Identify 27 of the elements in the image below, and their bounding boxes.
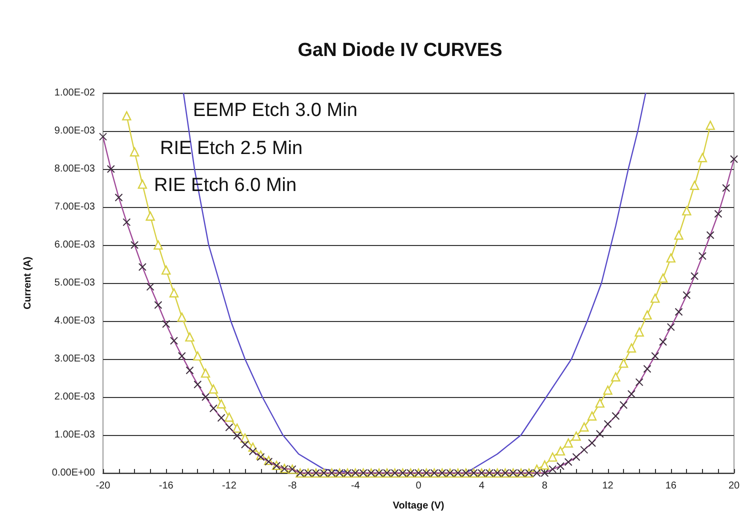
x-tick-label: -8 [288, 480, 298, 492]
x-tick-label: 8 [542, 480, 548, 492]
x-tick-label: 12 [602, 480, 614, 492]
y-tick-label: 5.00E-03 [54, 278, 96, 288]
x-axis-title: Voltage (V) [392, 500, 444, 512]
y-tick-label: 9.00E-03 [54, 126, 96, 136]
x-tick-label: 20 [728, 480, 740, 492]
x-tick-label: 4 [478, 480, 485, 492]
y-tick-label: 4.00E-03 [54, 316, 96, 326]
x-tick-label: -4 [350, 480, 360, 492]
y-tick-label: 3.00E-03 [54, 354, 96, 364]
x-tick-label: 16 [665, 480, 677, 492]
x-tick-label: 0 [416, 480, 422, 492]
y-tick-label: 8.00E-03 [54, 164, 96, 174]
y-axis-title: Current (A) [22, 256, 34, 310]
annotation: RIE Etch 2.5 Min [160, 138, 303, 159]
y-tick-label: 7.00E-03 [54, 202, 96, 212]
y-tick-label: 1.00E-03 [54, 430, 96, 440]
chart-title: GaN Diode IV CURVES [298, 40, 502, 61]
x-tick-label: -20 [96, 480, 111, 492]
x-tick-label: -12 [222, 480, 237, 492]
y-tick-label: 0.00E+00 [52, 468, 96, 478]
y-tick-label: 2.00E-03 [54, 392, 96, 402]
x-tick-label: -16 [158, 480, 174, 492]
y-tick-label: 6.00E-03 [54, 240, 96, 250]
annotation: EEMP Etch 3.0 Min [193, 100, 358, 121]
y-tick-label: 1.00E-02 [54, 88, 96, 98]
